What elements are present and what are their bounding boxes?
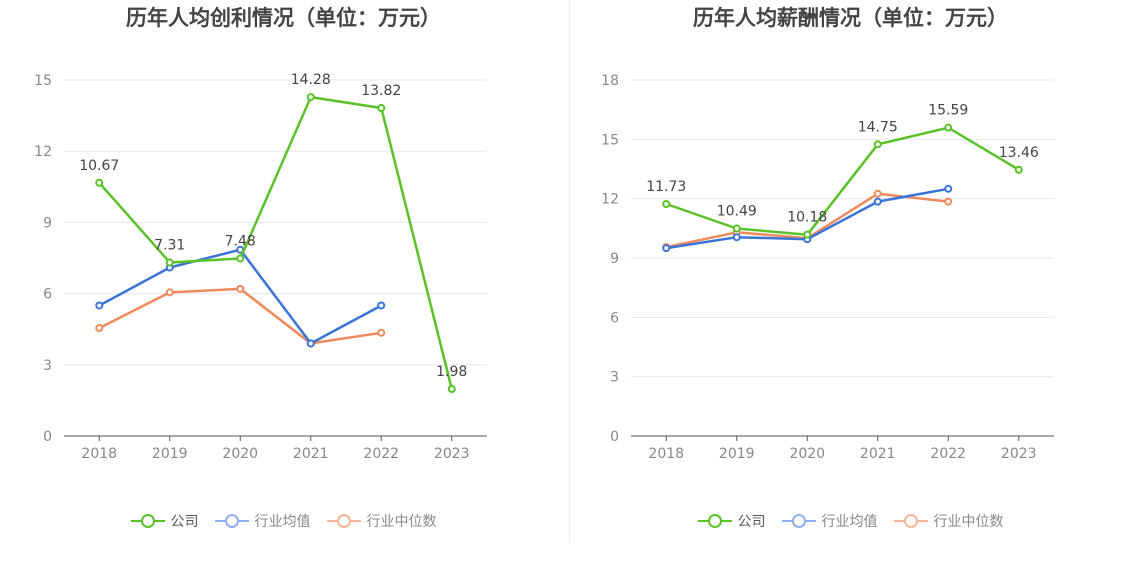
x-tick-label: 2019 <box>719 446 755 462</box>
legend-label: 公司 <box>737 514 766 530</box>
data-point-company <box>873 140 882 149</box>
x-tick-label: 2020 <box>789 446 825 462</box>
salary-line-chart: 0 3 6 9 12 15 18 2018 2019 2020 2021 2022 2023 11.73 1… <box>601 73 1054 462</box>
data-label: 7.48 <box>225 233 256 249</box>
data-point-company <box>803 230 812 239</box>
profit-chart-panel: 历年人均创利情况（单位：万元） 0 3 6 9 12 15 2018 2019 2020 2021… <box>0 6 567 531</box>
data-point-company <box>306 93 315 102</box>
legend-line-icon <box>214 514 249 528</box>
x-tick-label: 2022 <box>930 446 966 462</box>
legend-line-icon <box>326 514 361 528</box>
x-tick-label: 2021 <box>860 446 896 462</box>
x-tick-label: 2019 <box>152 446 188 462</box>
data-point-industry-median <box>944 197 953 206</box>
legend-label: 公司 <box>170 514 199 530</box>
data-point-company <box>944 123 953 132</box>
data-label: 1.98 <box>436 364 467 380</box>
data-label: 13.82 <box>361 83 401 99</box>
y-tick-label: 3 <box>610 370 619 386</box>
chart-title: 历年人均创利情况（单位：万元） <box>126 6 441 30</box>
series-line-company <box>665 126 1020 236</box>
series-line-industry-avg <box>98 248 382 345</box>
legend-item-industry-median[interactable]: 行业中位数 <box>326 511 437 531</box>
data-label: 10.18 <box>787 210 827 226</box>
chart-title: 历年人均薪酬情况（单位：万元） <box>693 6 1008 30</box>
data-point-industry-avg <box>732 233 741 242</box>
data-point-industry-avg <box>306 339 315 348</box>
data-point-industry-median <box>95 324 104 333</box>
data-point-company <box>732 224 741 233</box>
legend: 公司 行业均值 行业中位数 <box>567 511 1134 531</box>
series-line-company <box>98 95 454 390</box>
legend-item-industry-median[interactable]: 行业中位数 <box>893 511 1004 531</box>
data-point-industry-avg <box>377 301 386 310</box>
legend-line-icon <box>697 514 732 528</box>
y-tick-label: 15 <box>34 73 52 89</box>
y-tick-label: 6 <box>610 310 619 326</box>
x-tick-label: 2021 <box>293 446 329 462</box>
y-tick-label: 12 <box>34 144 52 160</box>
data-point-company <box>165 258 174 267</box>
legend-item-company[interactable]: 公司 <box>697 511 766 531</box>
legend-item-industry-avg[interactable]: 行业均值 <box>214 511 311 531</box>
data-label: 15.59 <box>928 103 968 119</box>
y-tick-label: 3 <box>43 358 52 374</box>
y-tick-label: 12 <box>601 192 619 208</box>
x-tick-label: 2020 <box>222 446 258 462</box>
panel-divider <box>569 0 570 542</box>
data-point-company <box>236 254 245 263</box>
data-point-company <box>95 178 104 187</box>
legend-label: 行业均值 <box>821 514 878 530</box>
data-label: 7.31 <box>154 238 185 254</box>
data-point-company <box>377 104 386 113</box>
x-tick-label: 2023 <box>434 446 470 462</box>
y-tick-label: 0 <box>610 429 619 445</box>
data-point-industry-median <box>236 284 245 293</box>
legend: 公司 行业均值 行业中位数 <box>0 511 567 531</box>
profit-line-chart: 0 3 6 9 12 15 2018 2019 2020 2021 2022 2023 10.67 7.3… <box>34 72 487 462</box>
legend-label: 行业中位数 <box>933 514 1004 530</box>
data-point-industry-median <box>377 328 386 337</box>
y-tick-label: 18 <box>601 73 619 89</box>
legend-item-company[interactable]: 公司 <box>130 511 199 531</box>
x-tick-label: 2023 <box>1001 446 1037 462</box>
legend-label: 行业中位数 <box>366 514 437 530</box>
data-point-industry-avg <box>944 184 953 193</box>
y-tick-label: 9 <box>610 251 619 267</box>
data-point-company <box>662 200 671 209</box>
y-tick-label: 6 <box>43 287 52 303</box>
data-point-industry-avg <box>662 244 671 253</box>
legend-item-industry-avg[interactable]: 行业均值 <box>781 511 878 531</box>
legend-line-icon <box>130 514 165 528</box>
y-tick-label: 15 <box>601 132 619 148</box>
data-label: 14.28 <box>291 72 331 88</box>
data-point-industry-median <box>165 288 174 297</box>
data-label: 10.49 <box>717 204 757 220</box>
legend-line-icon <box>781 514 816 528</box>
data-label: 14.75 <box>858 119 898 135</box>
data-point-industry-avg <box>873 197 882 206</box>
data-point-industry-median <box>873 189 882 198</box>
x-tick-label: 2018 <box>648 446 684 462</box>
x-tick-label: 2018 <box>81 446 117 462</box>
x-tick-label: 2022 <box>363 446 399 462</box>
data-point-industry-avg <box>95 301 104 310</box>
data-label: 10.67 <box>79 158 119 174</box>
legend-line-icon <box>893 514 928 528</box>
data-point-company <box>447 385 456 394</box>
series-line-industry-median <box>98 287 382 345</box>
y-tick-label: 0 <box>43 429 52 445</box>
data-label: 11.73 <box>646 179 686 195</box>
y-tick-label: 9 <box>43 215 52 231</box>
legend-label: 行业均值 <box>254 514 311 530</box>
salary-chart-panel: 历年人均薪酬情况（单位：万元） 0 3 6 9 12 15 18 2018 2019 2020 20… <box>567 0 1134 582</box>
data-label: 13.46 <box>999 145 1039 161</box>
data-point-company <box>1014 165 1023 174</box>
